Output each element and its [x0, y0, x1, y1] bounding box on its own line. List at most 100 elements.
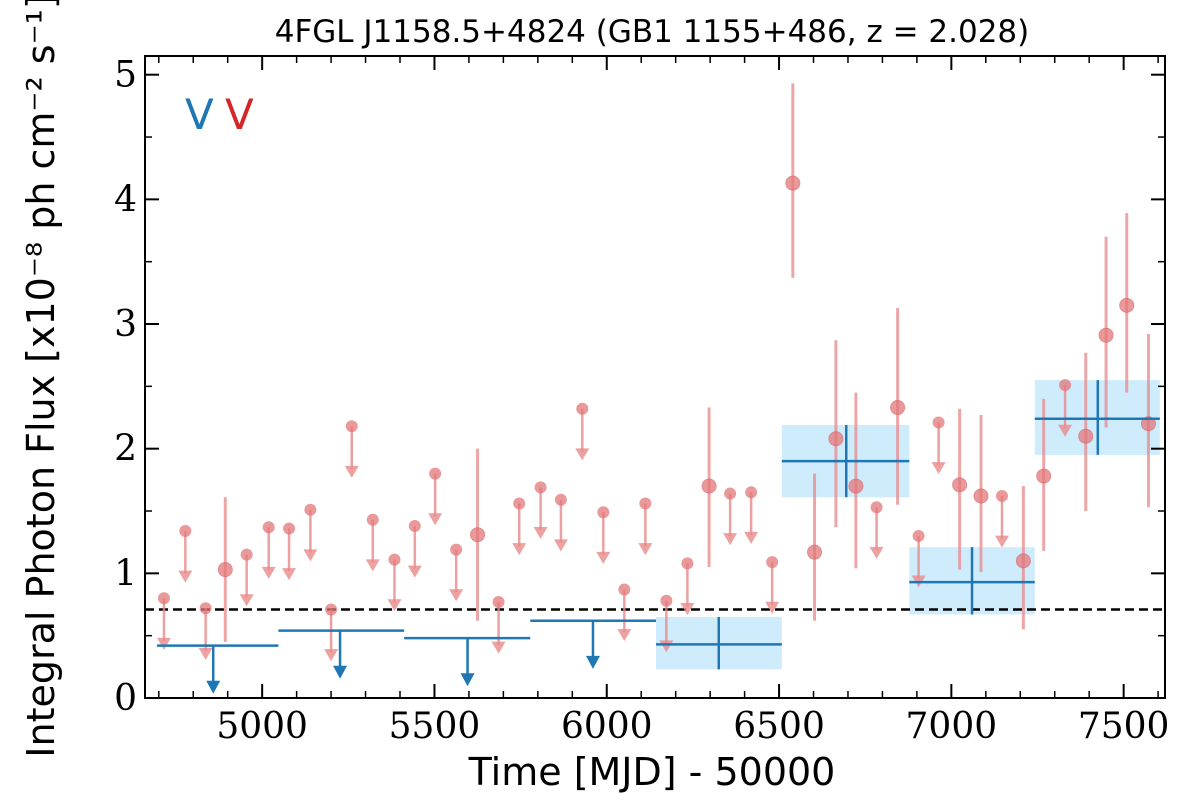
upper-limit-point [304, 503, 317, 516]
upper-limit-arrow [553, 539, 568, 552]
upper-limit-arrow [575, 448, 590, 461]
upper-limit-point [408, 519, 421, 532]
upper-limit-arrow [365, 559, 380, 572]
upper-limit-arrow [387, 599, 402, 612]
short-bin-series [156, 83, 1156, 662]
upper-limit-point [639, 497, 652, 510]
upper-limit-arrow [869, 546, 884, 559]
detection-point [828, 431, 844, 447]
y-tick-label: 3 [114, 304, 137, 345]
upper-limit-point [157, 592, 170, 605]
detection-point [1098, 327, 1114, 343]
upper-limit-arrow [512, 543, 527, 556]
upper-limit-point [996, 490, 1009, 503]
upper-limit-point [660, 594, 673, 607]
upper-limit-arrow [239, 594, 254, 607]
upper-limit-point [262, 521, 275, 534]
upper-limit-arrow [407, 565, 422, 578]
x-tick-label: 7500 [1078, 706, 1170, 747]
legend-mark: V [185, 90, 214, 139]
x-axis-label: Time [MJD] - 50000 [468, 750, 836, 794]
detection-point [807, 544, 823, 560]
upper-limit-arrow [617, 629, 632, 642]
upper-limit-point [597, 506, 610, 519]
detection-point [890, 400, 906, 416]
detection-point [1036, 468, 1052, 484]
upper-limit-point [513, 497, 526, 510]
y-tick-label: 1 [114, 553, 137, 594]
upper-limit-point [1059, 379, 1072, 392]
x-tick-label: 6000 [561, 706, 653, 747]
upper-limit-point [283, 522, 296, 535]
upper-limit-point [388, 553, 401, 566]
upper-limit-arrow [261, 566, 276, 579]
upper-limit-arrow [282, 568, 297, 581]
upper-limit-point [554, 493, 567, 506]
detection-point [470, 527, 486, 543]
upper-limit-arrow [765, 601, 780, 614]
upper-limit-arrow [324, 649, 339, 662]
upper-limit-arrow [744, 531, 759, 544]
detection-point [701, 478, 717, 494]
upper-limit-arrow [931, 462, 946, 475]
upper-limit-arrow [596, 551, 611, 564]
plot-frame [144, 55, 1166, 699]
upper-limit-point [492, 596, 505, 609]
upper-limit-arrow [449, 589, 464, 602]
bin-upper-limit-arrow [585, 655, 600, 669]
detection-point [952, 477, 968, 493]
upper-limit-point [745, 486, 758, 499]
upper-limit-arrow [680, 602, 695, 615]
upper-limit-point [179, 524, 192, 537]
upper-limit-arrow [428, 513, 443, 526]
detection-point [1078, 428, 1094, 444]
upper-limit-point [450, 543, 463, 556]
detection-point [973, 488, 989, 504]
detection-point [785, 175, 801, 191]
chart-title: 4FGL J1158.5+4824 (GB1 1155+486, z = 2.0… [275, 14, 1030, 50]
upper-limit-point [870, 501, 883, 514]
upper-limit-arrow [1058, 424, 1073, 437]
upper-limit-point [681, 557, 694, 570]
x-tick-label: 7000 [906, 706, 998, 747]
upper-limit-point [199, 602, 212, 615]
detection-point [1015, 553, 1031, 569]
axis-ticks: 5000 5500 6000 6500 7000 7500 0 1 2 3 4 5 [114, 55, 1169, 747]
detection-point [1119, 297, 1135, 313]
upper-limit-point [724, 487, 737, 500]
upper-limit-point [366, 513, 379, 526]
upper-limit-arrow [344, 465, 359, 478]
bin-upper-limit-arrow [460, 673, 475, 687]
bin-upper-limit-arrow [206, 680, 221, 694]
detection-point [1140, 416, 1156, 432]
y-tick-label: 5 [114, 55, 137, 96]
upper-limit-arrow [638, 543, 653, 556]
upper-limit-point [534, 481, 547, 494]
upper-limit-point [240, 548, 253, 561]
detection-point [848, 478, 864, 494]
upper-limit-point [618, 583, 631, 596]
upper-limit-point [766, 556, 779, 569]
detection-point [217, 562, 233, 578]
upper-limit-point [932, 416, 945, 429]
long-bin-series [157, 380, 1160, 694]
y-axis-label: Integral Photon Flux [x10⁻⁸ ph cm⁻² s⁻¹] [19, 0, 63, 758]
y-tick-label: 0 [114, 678, 137, 719]
y-tick-label: 2 [114, 429, 137, 470]
upper-limit-arrow [156, 637, 171, 650]
upper-limit-arrow [303, 549, 318, 562]
x-tick-label: 5000 [216, 706, 308, 747]
legend-mark: V [225, 90, 254, 139]
x-tick-label: 6500 [733, 706, 825, 747]
y-tick-label: 4 [114, 179, 137, 220]
upper-limit-arrow [178, 570, 193, 583]
upper-limit-point [345, 420, 358, 433]
x-tick-label: 5500 [389, 706, 481, 747]
upper-limit-point [576, 402, 589, 415]
upper-limit-point [325, 603, 338, 616]
upper-limit-arrow [723, 533, 738, 546]
upper-limit-arrow [491, 641, 506, 654]
bin-upper-limit-arrow [333, 665, 348, 679]
